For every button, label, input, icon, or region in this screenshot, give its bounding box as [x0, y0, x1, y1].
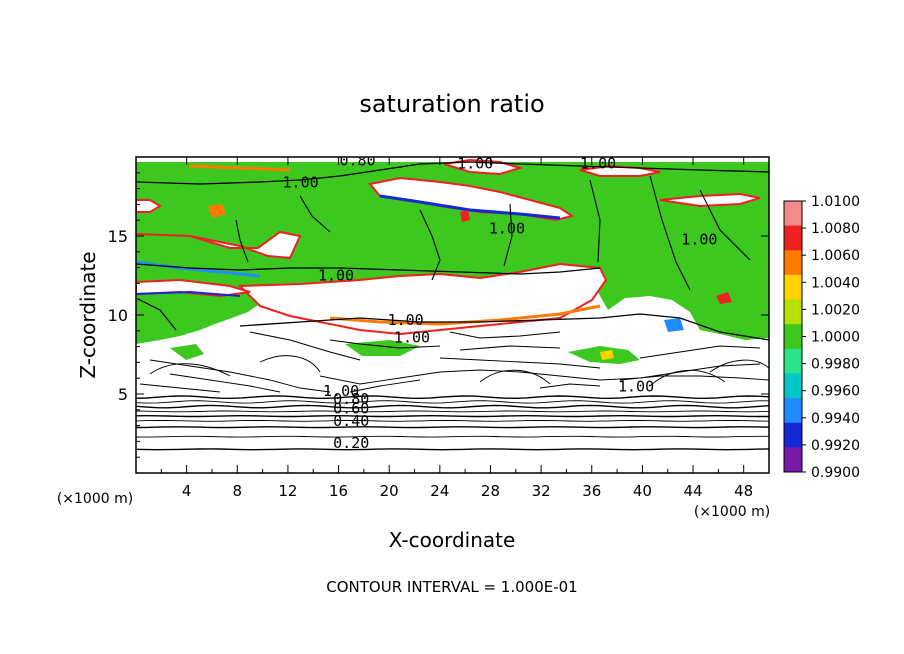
x-tick-label: 32 [532, 482, 551, 500]
x-unit-label-right: (×1000 m) [694, 504, 770, 520]
colorbar-label: 1.0080 [811, 221, 860, 237]
contour-line-0.40 [136, 426, 769, 429]
colorbar-label: 0.9980 [811, 357, 860, 373]
contour-label: 1.00 [681, 230, 717, 248]
x-tick-label: 44 [683, 482, 702, 500]
chart-title: saturation ratio [359, 90, 544, 118]
x-tick-label: 4 [182, 482, 192, 500]
colorbar-swatch [784, 201, 802, 227]
colorbar: 1.0100 1.0080 1.0060 1.0040 1.0020 1.0000 0.99… [783, 194, 860, 481]
colorbar-label: 0.9960 [811, 384, 860, 400]
y-tick-label: 10 [108, 306, 128, 325]
saturated-region [136, 162, 769, 344]
contour-line-0.30 [136, 435, 769, 438]
contour-line-1.00 [136, 395, 769, 400]
contour-label: 1.00 [457, 154, 493, 172]
colorbar-swatch [784, 299, 802, 325]
colorbar-label: 1.0060 [811, 248, 860, 264]
contour-interval-note: CONTOUR INTERVAL = 1.000E-01 [326, 578, 577, 596]
x-axis-title: X-coordinate [389, 528, 516, 552]
x-tick-label: 12 [278, 482, 297, 500]
x-tick-label: 36 [582, 482, 601, 500]
x-tick-label: 20 [380, 482, 399, 500]
contour-label: 1.00 [394, 328, 430, 346]
lower-contours [136, 395, 769, 451]
colorbar-swatch [784, 398, 802, 424]
y-axis-ticks: 5 10 15 [108, 172, 769, 458]
x-tick-label: 48 [734, 482, 753, 500]
x-tick-label: 40 [633, 482, 652, 500]
contour-label: 0.80 [333, 390, 369, 408]
contour-labels: 1.000.80 1.00 1.001.001.001.001.001.001.00… [283, 151, 718, 452]
x-unit-label-left: (×1000 m) [57, 491, 133, 507]
contour-label: 0.80 [339, 151, 375, 169]
contour-label: 1.00 [489, 219, 525, 237]
contour-label: 1.00 [618, 377, 654, 395]
x-tick-label: 8 [233, 482, 243, 500]
colorbar-label: 0.9900 [811, 465, 860, 481]
colorbar-swatch [784, 274, 802, 301]
colorbar-label: 1.0100 [811, 194, 860, 210]
colorbar-label: 1.0000 [811, 330, 860, 346]
contour-line-0.60 [136, 414, 769, 418]
colorbar-swatch [784, 422, 802, 448]
colorbar-label: 0.9920 [811, 438, 860, 454]
contour-line-0.70 [136, 410, 769, 413]
plot-area: 1.000.80 1.00 1.001.001.001.001.001.001.00… [136, 151, 769, 473]
x-tick-label: 24 [430, 482, 449, 500]
colorbar-swatch [784, 225, 802, 251]
x-axis-ticks: 4 8 12 16 20 24 28 32 36 40 44 48 [160, 157, 753, 500]
colorbar-swatch [784, 324, 802, 350]
colorbar-swatch [784, 250, 802, 276]
contour-label: 1.00 [318, 267, 354, 285]
contour-line-0.90 [136, 400, 769, 404]
x-tick-label: 28 [481, 482, 500, 500]
contour-line-0.80 [136, 404, 769, 409]
contour-label: 1.00 [388, 311, 424, 329]
contour-label: 1.00 [283, 173, 319, 191]
colorbar-swatch [784, 373, 802, 399]
y-tick-label: 5 [118, 385, 128, 404]
x-tick-label: 16 [329, 482, 348, 500]
contour-line-0.20 [136, 448, 769, 451]
contour-label: 0.60 [333, 399, 369, 417]
y-tick-label: 15 [108, 227, 128, 246]
contour-label: 1.00 [323, 382, 359, 400]
contour-label: 1.00 [580, 154, 616, 172]
contour-line-0.50 [136, 420, 769, 422]
contour-label: 0.20 [333, 434, 369, 452]
colorbar-swatch [784, 348, 802, 374]
colorbar-label: 1.0040 [811, 275, 860, 291]
colorbar-swatch [784, 447, 802, 473]
contour-label: 0.40 [333, 412, 369, 430]
colorbar-label: 0.9940 [811, 411, 860, 427]
colorbar-label: 1.0020 [811, 302, 860, 318]
y-axis-title: Z-coordinate [76, 251, 100, 378]
